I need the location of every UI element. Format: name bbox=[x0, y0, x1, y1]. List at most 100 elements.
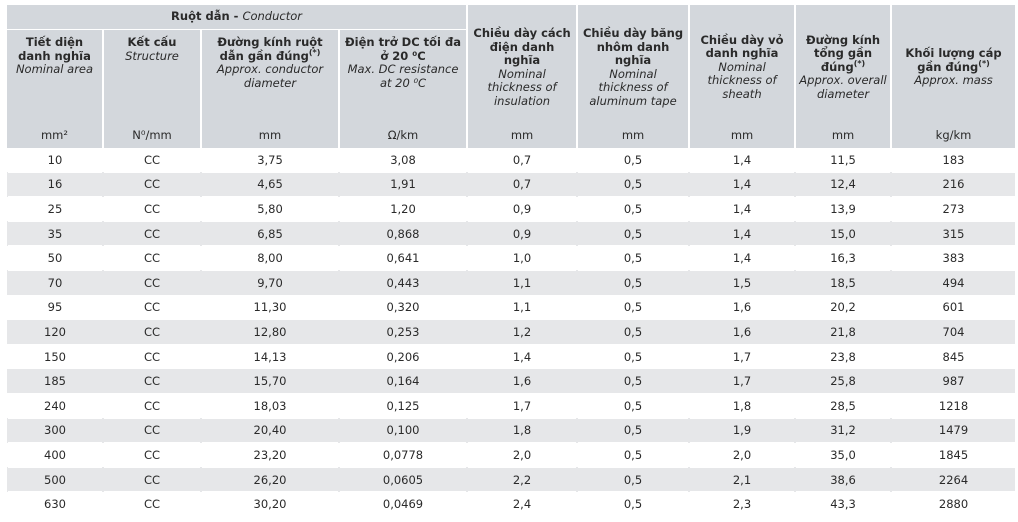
conductor-group-header: Ruột dẫn - Conductor bbox=[7, 5, 468, 30]
table-cell: 1,4 bbox=[467, 344, 578, 370]
table-cell: 0,5 bbox=[577, 418, 690, 444]
col-header-mass: Khối lượng cáp gần đúng(*) Approx. mass bbox=[890, 5, 1016, 124]
table-cell: 0,5 bbox=[577, 491, 690, 517]
table-cell: 11,5 bbox=[795, 148, 892, 173]
table-cell: 0,206 bbox=[339, 344, 468, 370]
table-cell: CC bbox=[103, 295, 201, 321]
col-header-dc-resistance: Điện trở DC tối đa ở 20 ⁰C Max. DC resist… bbox=[337, 29, 468, 124]
table-cell: 0,5 bbox=[577, 172, 690, 198]
table-cell: 43,3 bbox=[795, 491, 892, 517]
table-cell: 0,125 bbox=[339, 393, 468, 419]
table-row: 400 CC 23,20 0,0778 2,0 0,5 2,0 35,0 1845 bbox=[7, 442, 1016, 468]
table-cell: CC bbox=[103, 368, 201, 394]
table-cell: 14,13 bbox=[201, 344, 339, 370]
col-header-insulation: Chiều dày cách điện danh nghĩa Nominal th… bbox=[466, 5, 578, 124]
table-cell: 11,30 bbox=[201, 295, 339, 321]
table-cell: CC bbox=[103, 148, 201, 173]
table-cell: CC bbox=[103, 319, 201, 345]
table-cell: 10 bbox=[7, 148, 103, 173]
col-header-overall-diameter: Đường kính tổng gần đúng(*) Approx. overa… bbox=[794, 5, 892, 124]
table-cell: CC bbox=[103, 393, 201, 419]
table-cell: CC bbox=[103, 344, 201, 370]
table-cell: 16,3 bbox=[795, 245, 892, 271]
unit-label: mm bbox=[576, 124, 690, 148]
table-cell: 4,65 bbox=[201, 172, 339, 198]
table-cell: 1218 bbox=[891, 393, 1016, 419]
table-cell: 12,80 bbox=[201, 319, 339, 345]
table-cell: 0,9 bbox=[467, 196, 578, 222]
table-cell: 601 bbox=[891, 295, 1016, 321]
table-cell: 500 bbox=[7, 467, 103, 493]
table-cell: 1,1 bbox=[467, 270, 578, 296]
table-cell: 30,20 bbox=[201, 491, 339, 517]
table-cell: 0,0778 bbox=[339, 442, 468, 468]
table-cell: 3,75 bbox=[201, 148, 339, 173]
table-cell: 1,8 bbox=[689, 393, 796, 419]
table-cell: 1,7 bbox=[689, 368, 796, 394]
table-cell: 0,5 bbox=[577, 344, 690, 370]
table-cell: 3,08 bbox=[339, 148, 468, 173]
table-body: 10 CC 3,75 3,08 0,7 0,5 1,4 11,5 183 16 CC 4,65 1,91… bbox=[7, 148, 1016, 517]
table-cell: 400 bbox=[7, 442, 103, 468]
table-cell: 23,20 bbox=[201, 442, 339, 468]
table-cell: 185 bbox=[7, 368, 103, 394]
table-cell: 1,4 bbox=[689, 221, 796, 247]
table-cell: 2,1 bbox=[689, 467, 796, 493]
table-cell: 1,4 bbox=[689, 172, 796, 198]
table-cell: 2,0 bbox=[467, 442, 578, 468]
table-cell: 2,4 bbox=[467, 491, 578, 517]
table-cell: 26,20 bbox=[201, 467, 339, 493]
unit-label: mm bbox=[794, 124, 892, 148]
table-row: 185 CC 15,70 0,164 1,6 0,5 1,7 25,8 987 bbox=[7, 368, 1016, 394]
table-cell: CC bbox=[103, 270, 201, 296]
table-cell: 0,5 bbox=[577, 393, 690, 419]
table-cell: 0,0605 bbox=[339, 467, 468, 493]
table-cell: 2,0 bbox=[689, 442, 796, 468]
top-strip bbox=[0, 0, 1018, 5]
table-cell: 0,5 bbox=[577, 467, 690, 493]
unit-label: mm bbox=[688, 124, 796, 148]
table-cell: 1,4 bbox=[689, 148, 796, 173]
table-cell: 0,7 bbox=[467, 148, 578, 173]
table-cell: 0,5 bbox=[577, 319, 690, 345]
table-cell: 12,4 bbox=[795, 172, 892, 198]
table-row: 10 CC 3,75 3,08 0,7 0,5 1,4 11,5 183 bbox=[7, 148, 1016, 173]
table-cell: CC bbox=[103, 172, 201, 198]
table-cell: 0,0469 bbox=[339, 491, 468, 517]
table-row: 16 CC 4,65 1,91 0,7 0,5 1,4 12,4 216 bbox=[7, 172, 1016, 198]
table-row: 25 CC 5,80 1,20 0,9 0,5 1,4 13,9 273 bbox=[7, 196, 1016, 222]
table-cell: 845 bbox=[891, 344, 1016, 370]
table-row: 630 CC 30,20 0,0469 2,4 0,5 2,3 43,3 2880 bbox=[7, 491, 1016, 517]
table-cell: 31,2 bbox=[795, 418, 892, 444]
table-cell: 0,5 bbox=[577, 295, 690, 321]
table-cell: 50 bbox=[7, 245, 103, 271]
table-cell: 240 bbox=[7, 393, 103, 419]
table-cell: 15,70 bbox=[201, 368, 339, 394]
table-cell: 1,9 bbox=[689, 418, 796, 444]
col-header-aluminum-tape: Chiều dày băng nhôm danh nghĩa Nominal th… bbox=[576, 5, 690, 124]
table-row: 95 CC 11,30 0,320 1,1 0,5 1,6 20,2 601 bbox=[7, 295, 1016, 321]
table-cell: 0,5 bbox=[577, 245, 690, 271]
table-cell: 1,0 bbox=[467, 245, 578, 271]
table-cell: 0,5 bbox=[577, 196, 690, 222]
unit-label: mm² bbox=[7, 124, 103, 148]
table-cell: 1,4 bbox=[689, 196, 796, 222]
table-cell: 21,8 bbox=[795, 319, 892, 345]
table-cell: 20,2 bbox=[795, 295, 892, 321]
table-cell: 25,8 bbox=[795, 368, 892, 394]
table-cell: 0,5 bbox=[577, 270, 690, 296]
table-row: 300 CC 20,40 0,100 1,8 0,5 1,9 31,2 1479 bbox=[7, 418, 1016, 444]
table-cell: CC bbox=[103, 245, 201, 271]
col-header-nominal-area: Tiết diện danh nghĩa Nominal area bbox=[7, 29, 103, 124]
table-cell: 0,164 bbox=[339, 368, 468, 394]
unit-label: Ω/km bbox=[337, 124, 468, 148]
table-cell: 1,7 bbox=[689, 344, 796, 370]
table-cell: 9,70 bbox=[201, 270, 339, 296]
table-cell: 0,443 bbox=[339, 270, 468, 296]
table-cell: 0,320 bbox=[339, 295, 468, 321]
table-cell: 1,6 bbox=[689, 295, 796, 321]
table-cell: 150 bbox=[7, 344, 103, 370]
table-row: 120 CC 12,80 0,253 1,2 0,5 1,6 21,8 704 bbox=[7, 319, 1016, 345]
table-cell: 1,2 bbox=[467, 319, 578, 345]
